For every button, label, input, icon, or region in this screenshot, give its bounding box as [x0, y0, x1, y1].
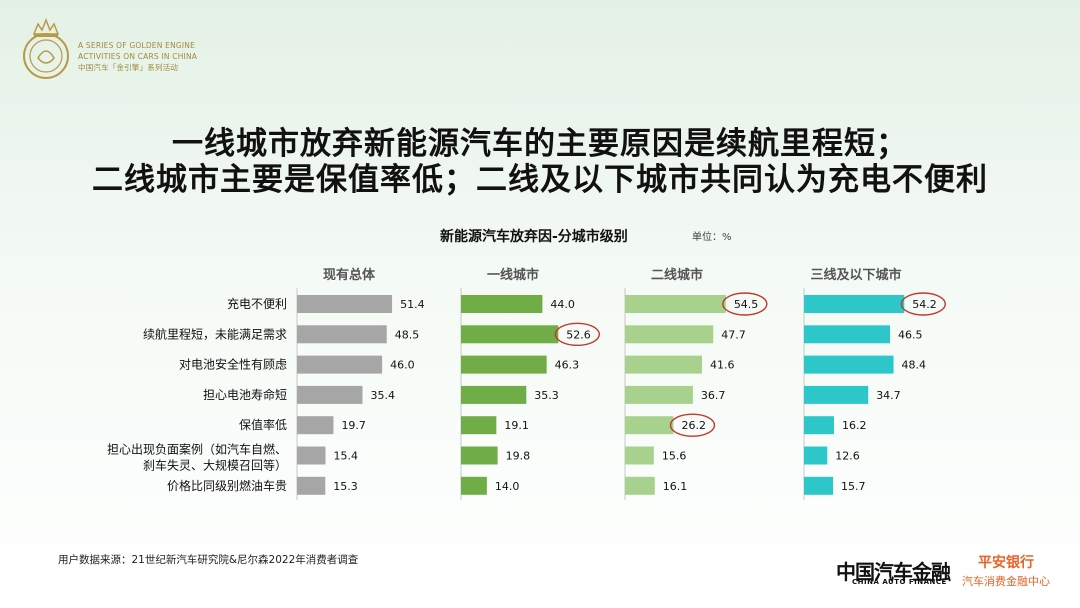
- bar: [804, 446, 828, 465]
- bar: [297, 295, 393, 313]
- bar: [804, 385, 869, 404]
- series-title: 一线城市: [487, 267, 539, 283]
- value-label: 15.6: [662, 450, 687, 463]
- value-label: 35.4: [370, 389, 395, 402]
- highlight-circle: [669, 413, 716, 437]
- value-label: 54.2: [912, 298, 937, 311]
- value-label: 46.5: [898, 328, 923, 341]
- highlight-circle: [722, 292, 768, 316]
- bar: [804, 476, 834, 495]
- logo-line-2: ACTIVITIES ON CARS IN CHINA: [78, 52, 198, 61]
- golden-engine-crest-icon: [23, 17, 69, 79]
- logo-line-3: 中国汽车「金引擎」系列活动: [78, 63, 179, 72]
- unit-label: 单位：%: [692, 232, 732, 243]
- value-label: 51.4: [400, 298, 425, 311]
- value-label: 12.6: [835, 450, 860, 463]
- value-label: 16.2: [842, 419, 867, 432]
- china-auto-finance-logo: 中国汽车金融: [836, 560, 951, 584]
- bar: [461, 325, 559, 344]
- value-label: 15.7: [841, 480, 866, 493]
- china-auto-finance-subtitle: CHINA AUTO FINANCE: [852, 578, 947, 586]
- category-label: 充电不便利: [227, 296, 287, 311]
- value-label: 19.1: [504, 419, 528, 432]
- bar: [625, 355, 702, 374]
- category-label-line: 刹车失灵、大规模召回等）: [143, 458, 287, 473]
- bar: [297, 355, 383, 374]
- series-title: 三线及以下城市: [810, 267, 901, 283]
- data-source-note: 用户数据来源：21世纪新汽车研究院&尼尔森2022年消费者调查: [58, 554, 359, 566]
- value-label: 35.3: [534, 389, 559, 402]
- value-label: 15.3: [333, 480, 358, 493]
- headline-line-2: 二线城市主要是保值率低；二线及以下城市共同认为充电不便利: [92, 162, 988, 198]
- value-label: 54.5: [734, 298, 759, 311]
- pingan-bank-logo: 平安银行: [978, 555, 1034, 571]
- value-label: 36.7: [701, 389, 726, 402]
- value-label: 14.0: [495, 480, 520, 493]
- category-label: 担心出现负面案例（如汽车自燃、刹车失灵、大规模召回等）: [107, 442, 287, 473]
- series-title: 二线城市: [651, 267, 703, 283]
- value-label: 41.6: [710, 359, 735, 372]
- bar: [297, 416, 334, 435]
- value-label: 48.5: [395, 328, 420, 341]
- category-label: 续航里程短，未能满足需求: [143, 326, 287, 341]
- bar: [461, 355, 547, 374]
- bar: [804, 416, 834, 435]
- bar: [625, 295, 726, 313]
- highlight-circle: [900, 292, 946, 316]
- bar: [625, 446, 654, 465]
- value-label: 34.7: [876, 389, 901, 402]
- value-label: 15.4: [333, 450, 358, 463]
- bar: [297, 325, 387, 344]
- bar: [625, 416, 674, 435]
- bar: [804, 325, 891, 344]
- bar: [804, 355, 894, 374]
- headline-line-1: 一线城市放弃新能源汽车的主要原因是续航里程短；: [172, 126, 908, 162]
- bar: [297, 446, 326, 465]
- value-label: 44.0: [550, 298, 575, 311]
- bar: [297, 476, 326, 495]
- series-title: 现有总体: [323, 267, 376, 283]
- value-label: 52.6: [566, 328, 591, 341]
- bar: [461, 385, 527, 404]
- category-label: 担心电池寿命短: [203, 387, 287, 402]
- bar: [461, 446, 498, 465]
- bar: [625, 385, 693, 404]
- highlight-circle: [554, 322, 601, 346]
- value-label: 48.4: [902, 359, 927, 372]
- logo-line-1: A SERIES OF GOLDEN ENGINE: [78, 41, 196, 50]
- bar: [297, 385, 363, 404]
- category-label-line: 担心出现负面案例（如汽车自燃、: [107, 442, 287, 457]
- value-label: 46.0: [390, 359, 415, 372]
- bar: [804, 295, 905, 313]
- bar: [461, 476, 487, 495]
- value-label: 16.1: [663, 480, 688, 493]
- value-label: 26.2: [681, 419, 706, 432]
- value-label: 47.7: [721, 328, 746, 341]
- bar: [461, 295, 543, 313]
- category-label: 对电池安全性有顾虑: [179, 357, 287, 372]
- logo-text: A SERIES OF GOLDEN ENGINE ACTIVITIES ON …: [78, 40, 197, 73]
- value-label: 19.7: [341, 419, 366, 432]
- value-label: 19.8: [506, 450, 531, 463]
- bar: [625, 476, 655, 495]
- value-label: 46.3: [555, 359, 580, 372]
- category-label: 价格比同级别燃油车贵: [167, 478, 287, 493]
- pingan-bank-subtitle: 汽车消费金融中心: [962, 575, 1050, 588]
- chart-title: 新能源汽车放弃因-分城市级别: [440, 229, 628, 245]
- bar: [461, 416, 497, 435]
- category-label: 保值率低: [239, 417, 287, 432]
- bar: [625, 325, 714, 344]
